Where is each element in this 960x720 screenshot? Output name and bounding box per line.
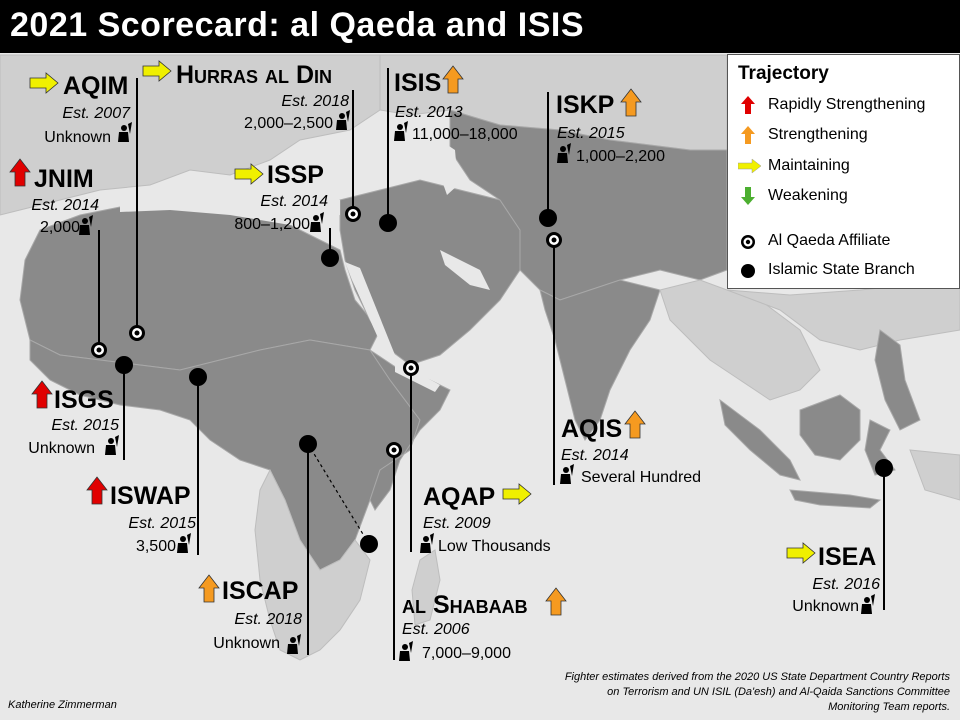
group-name-aqap: AQAP: [423, 483, 496, 511]
group-fighters-hurras-al-din: 2,000–2,500: [244, 115, 333, 132]
hurras-al-din-marker-icon: [345, 206, 361, 222]
east-asia-landmass: [726, 279, 960, 351]
iscap-marker-icon: [299, 435, 317, 453]
group-name-al-shabaab: al Shabaab: [402, 591, 528, 619]
isgs-marker-icon: [115, 356, 133, 374]
iswap-marker-icon: [189, 368, 207, 386]
issp-marker-icon: [321, 249, 339, 267]
legend: Trajectory Rapidly Strengthening Strengt…: [727, 54, 960, 289]
al-qaeda-affiliate-marker-icon: [741, 235, 755, 249]
leader-lines: [98, 68, 885, 660]
group-est-isgs: Est. 2015: [51, 417, 119, 434]
al-shabaab-marker-icon: [386, 442, 402, 458]
iskp-marker-icon: [539, 209, 557, 227]
black-sea: [360, 145, 420, 170]
group-fighters-isis: 11,000–18,000: [412, 126, 518, 143]
red-up-arrow-icon: [741, 96, 755, 114]
group-est-iscap: Est. 2018: [234, 611, 302, 628]
group-fighters-issp: 800–1,200: [234, 216, 310, 233]
new-guinea-landmass: [909, 449, 960, 501]
group-fighters-aqim: Unknown: [44, 129, 111, 146]
group-fighters-iskp: 1,000–2,200: [576, 148, 665, 165]
jnim-marker-icon: [91, 342, 107, 358]
group-est-isea: Est. 2016: [812, 576, 880, 593]
group-est-aqap: Est. 2009: [423, 515, 491, 532]
legend-title: Trajectory: [738, 63, 829, 84]
group-fighters-isgs: Unknown: [28, 440, 95, 457]
islamic-state-branch-marker-icon: [741, 264, 755, 278]
group-fighters-al-shabaab: 7,000–9,000: [422, 645, 511, 662]
group-est-iswap: Est. 2015: [128, 515, 196, 532]
green-down-arrow-icon: [741, 187, 755, 205]
group-name-jnim: JNIM: [34, 165, 94, 193]
europe-landmass: [0, 54, 381, 216]
central-asia-landmass: [449, 109, 728, 301]
caspian-sea: [440, 140, 458, 195]
orange-up-arrow-icon: [741, 126, 755, 144]
page-title: 2021 Scorecard: al Qaeda and ISIS: [10, 6, 584, 44]
group-name-isgs: ISGS: [54, 386, 114, 414]
source-note: Fighter estimates derived from the 2020 …: [564, 671, 950, 713]
title-bar: 2021 Scorecard: al Qaeda and ISIS: [0, 0, 960, 53]
java-landmass: [789, 489, 882, 509]
group-name-hurras-al-din: Hurras al Din: [176, 61, 332, 89]
red-sea: [345, 262, 395, 360]
group-name-isis: ISIS: [394, 69, 442, 97]
borneo-landmass: [799, 394, 861, 461]
group-est-isis: Est. 2013: [395, 104, 463, 121]
group-name-iskp: ISKP: [556, 91, 615, 119]
aq-affiliate-markers: [91, 206, 562, 458]
group-fighters-iscap: Unknown: [213, 635, 280, 652]
madagascar-landmass: [411, 549, 441, 626]
group-name-aqim: AQIM: [63, 72, 129, 100]
sumatra-landmass: [719, 398, 801, 481]
group-fighters-aqap: Low Thousands: [438, 538, 551, 555]
persian-gulf: [440, 250, 490, 290]
group-est-issp: Est. 2014: [260, 193, 328, 210]
yellow-right-arrow-icon: [738, 158, 762, 174]
group-fighters-iswap: 3,500: [135, 538, 176, 555]
group-fighters-isea: Unknown: [792, 598, 859, 615]
southern-africa-landmass: [254, 468, 371, 661]
group-name-issp: ISSP: [267, 161, 324, 189]
india-landmass: [539, 279, 661, 441]
group-name-aqis: AQIS: [561, 415, 623, 443]
group-name-iscap: ISCAP: [222, 577, 299, 605]
author-credit: Katherine Zimmerman: [8, 699, 117, 711]
group-name-isea: ISEA: [818, 543, 877, 571]
group-est-hurras-al-din: Est. 2018: [281, 93, 349, 110]
group-est-iskp: Est. 2015: [557, 125, 625, 142]
group-name-iswap: ISWAP: [110, 482, 191, 510]
mediterranean-sea: [120, 190, 340, 225]
group-est-jnim: Est. 2014: [31, 197, 99, 214]
is-branch-markers: [115, 209, 893, 553]
group-est-aqis: Est. 2014: [561, 447, 629, 464]
aqap-marker-icon: [403, 360, 419, 376]
iscap-mozambique-marker-icon: [360, 535, 378, 553]
group-fighters-jnim: 2,000: [39, 219, 80, 236]
group-est-al-shabaab: Est. 2006: [402, 621, 470, 638]
group-fighters-aqis: Several Hundred: [581, 469, 702, 486]
group-est-aqim: Est. 2007: [62, 105, 130, 122]
aqim-marker-icon: [129, 325, 145, 341]
philippines-landmass: [874, 329, 921, 431]
isea-marker-icon: [875, 459, 893, 477]
isis-marker-icon: [379, 214, 397, 232]
aqis-marker-icon: [546, 232, 562, 248]
